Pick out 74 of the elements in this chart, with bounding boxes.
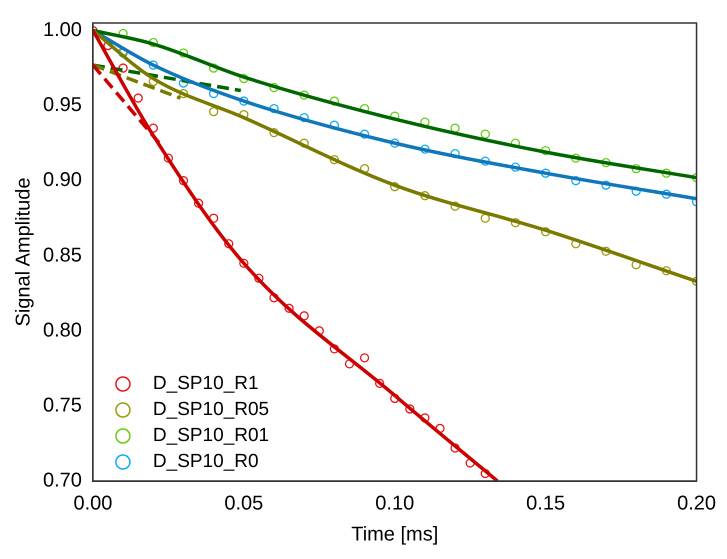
point xyxy=(480,129,490,139)
point xyxy=(405,404,414,414)
point xyxy=(601,158,611,168)
point xyxy=(178,176,188,186)
x-tick-label: 0.10 xyxy=(375,492,414,515)
point xyxy=(300,112,309,122)
point xyxy=(571,176,580,186)
point xyxy=(420,144,430,154)
point xyxy=(540,227,550,236)
point xyxy=(269,128,279,138)
point xyxy=(632,164,641,174)
x-tick-label: 0.15 xyxy=(526,492,566,515)
point xyxy=(269,293,279,302)
point xyxy=(118,63,128,73)
y-tick-label: 0.80 xyxy=(42,319,82,342)
point xyxy=(330,155,340,164)
point xyxy=(239,96,248,106)
point xyxy=(450,202,460,211)
point xyxy=(194,198,204,208)
point xyxy=(269,82,279,92)
point xyxy=(269,104,279,114)
point xyxy=(300,311,309,320)
point xyxy=(164,154,174,163)
point xyxy=(390,138,400,148)
point xyxy=(540,146,550,156)
point xyxy=(662,266,672,276)
point xyxy=(239,258,248,268)
x-tick-label: 0.05 xyxy=(224,492,264,515)
point xyxy=(510,162,520,172)
point xyxy=(178,88,188,98)
point xyxy=(134,93,143,103)
point xyxy=(360,353,370,363)
point xyxy=(601,246,611,256)
y-tick-label: 0.70 xyxy=(42,470,82,492)
point xyxy=(450,148,460,158)
point xyxy=(148,38,158,48)
x-tick-label: 0.20 xyxy=(677,492,716,515)
point xyxy=(360,129,370,139)
point xyxy=(374,378,384,388)
point xyxy=(330,344,340,354)
point xyxy=(300,138,309,148)
y-tick-label: 0.75 xyxy=(42,394,82,416)
point xyxy=(480,156,490,166)
point xyxy=(390,182,400,192)
point xyxy=(254,274,264,283)
legend-label: D_SP10_R01 xyxy=(152,425,270,446)
x-tick-label: 0.00 xyxy=(73,492,112,515)
legend-label: D_SP10_R1 xyxy=(152,373,259,394)
y-tick-label: 0.90 xyxy=(42,169,82,192)
point xyxy=(510,218,520,228)
legend-label: D_SP10_R05 xyxy=(152,399,270,420)
point xyxy=(480,214,490,223)
point xyxy=(284,304,294,313)
point xyxy=(239,74,248,84)
point xyxy=(300,90,309,100)
point xyxy=(632,186,641,196)
point xyxy=(420,191,430,200)
point xyxy=(224,239,234,248)
y-tick-label: 0.95 xyxy=(42,94,82,116)
point xyxy=(450,443,460,453)
point xyxy=(450,123,460,133)
point xyxy=(540,168,550,178)
point xyxy=(148,60,158,70)
legend-label: D_SP10_R0 xyxy=(152,451,259,472)
point xyxy=(420,413,430,423)
point xyxy=(480,468,490,478)
x-axis-title: Time [ms] xyxy=(351,524,438,546)
point xyxy=(209,106,218,116)
point xyxy=(178,48,188,58)
y-tick-label: 0.85 xyxy=(42,244,82,266)
point xyxy=(601,180,611,190)
y-axis-title: Signal Amplitude xyxy=(12,178,35,326)
point xyxy=(209,63,218,73)
y-tick-label: 1.00 xyxy=(42,19,82,42)
